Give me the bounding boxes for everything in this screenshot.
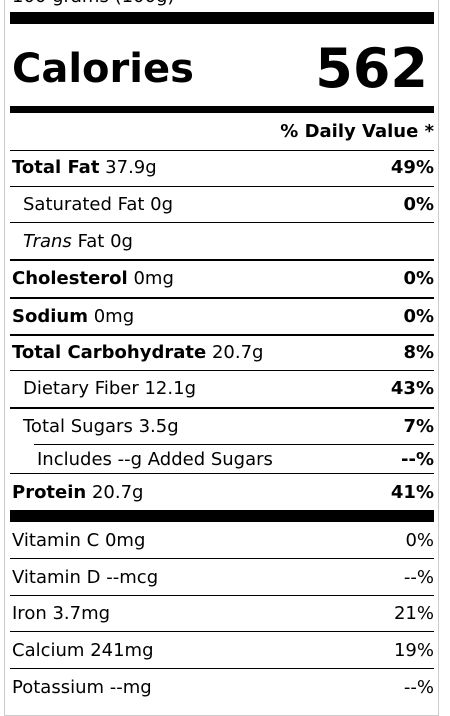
daily-value-header: % Daily Value * xyxy=(280,121,434,142)
vitamin-name: Vitamin C xyxy=(12,530,100,551)
nutrient-name: Total Sugars xyxy=(23,416,133,437)
divider xyxy=(10,595,434,596)
divider-indented xyxy=(34,444,434,445)
serving-size: 100 grams (100g) xyxy=(12,0,174,8)
divider xyxy=(10,186,434,187)
divider xyxy=(10,370,434,371)
vitamin-daily-value: 21% xyxy=(393,603,434,624)
thick-divider-top xyxy=(10,12,434,24)
thick-divider-vitamins xyxy=(10,510,434,522)
nutrient-name: Protein xyxy=(12,482,87,503)
vitamin-daily-value: --% xyxy=(403,677,434,698)
nutrient-name: Saturated Fat xyxy=(23,194,145,215)
vitamin-amount: 241mg xyxy=(90,640,154,661)
calories-label: Calories xyxy=(12,46,194,92)
divider xyxy=(10,222,434,223)
vitamin-amount: 0mg xyxy=(104,530,146,551)
divider xyxy=(10,558,434,559)
vitamin-name: Calcium xyxy=(12,640,85,661)
vitamin-amount: 3.7mg xyxy=(52,603,111,624)
nutrient-daily-value: 0% xyxy=(403,194,434,215)
vitamin-name: Vitamin D xyxy=(12,567,101,588)
divider xyxy=(10,259,434,261)
nutrient-daily-value: 43% xyxy=(390,378,434,399)
nutrient-amount: 12.1g xyxy=(144,378,196,399)
nutrient-daily-value: 0% xyxy=(403,306,434,327)
nutrient-amount: 0g xyxy=(150,194,174,215)
nutrient-amount: 0mg xyxy=(93,306,135,327)
nutrient-name: Sodium xyxy=(12,306,88,327)
nutrient-daily-value: --% xyxy=(401,449,434,470)
divider xyxy=(10,668,434,669)
nutrient-daily-value: 49% xyxy=(390,157,434,178)
vitamin-daily-value: 0% xyxy=(405,530,434,551)
thick-divider-calories xyxy=(10,106,434,113)
nutrient-amount: 20.7g xyxy=(91,482,144,503)
calories-value: 562 xyxy=(315,37,428,100)
nutrient-daily-value: 41% xyxy=(390,482,434,503)
nutrient-amount: --g Added Sugars xyxy=(117,449,273,470)
nutrient-name: Total Carbohydrate xyxy=(12,342,207,363)
divider xyxy=(10,631,434,632)
nutrient-name: Dietary Fiber xyxy=(23,378,139,399)
nutrient-name: Total Fat xyxy=(12,157,100,178)
divider xyxy=(10,334,434,336)
nutrient-name: Includes xyxy=(37,449,112,470)
vitamin-amount: --mg xyxy=(109,677,152,698)
nutrient-name: Trans xyxy=(23,231,72,252)
vitamin-daily-value: 19% xyxy=(393,640,434,661)
vitamin-amount: --mcg xyxy=(106,567,159,588)
divider xyxy=(10,473,434,474)
vitamin-name: Potassium xyxy=(12,677,105,698)
vitamin-daily-value: --% xyxy=(403,567,434,588)
nutrient-daily-value: 0% xyxy=(403,268,434,289)
nutrient-amount: 0g xyxy=(110,231,133,252)
nutrient-amount: 3.5g xyxy=(138,416,179,437)
nutrient-amount: 0mg xyxy=(133,268,174,289)
calories-row: Calories 562 xyxy=(10,38,434,106)
nutrient-daily-value: 8% xyxy=(403,342,434,363)
nutrient-amount: 20.7g xyxy=(211,342,264,363)
divider xyxy=(10,150,434,151)
nutrient-name-suffix: Fat xyxy=(77,231,105,252)
nutrient-amount: 37.9g xyxy=(105,157,157,178)
divider xyxy=(10,407,434,409)
nutrient-name: Cholesterol xyxy=(12,268,128,289)
nutrient-daily-value: 7% xyxy=(403,416,434,437)
vitamin-name: Iron xyxy=(12,603,47,624)
divider xyxy=(10,297,434,299)
